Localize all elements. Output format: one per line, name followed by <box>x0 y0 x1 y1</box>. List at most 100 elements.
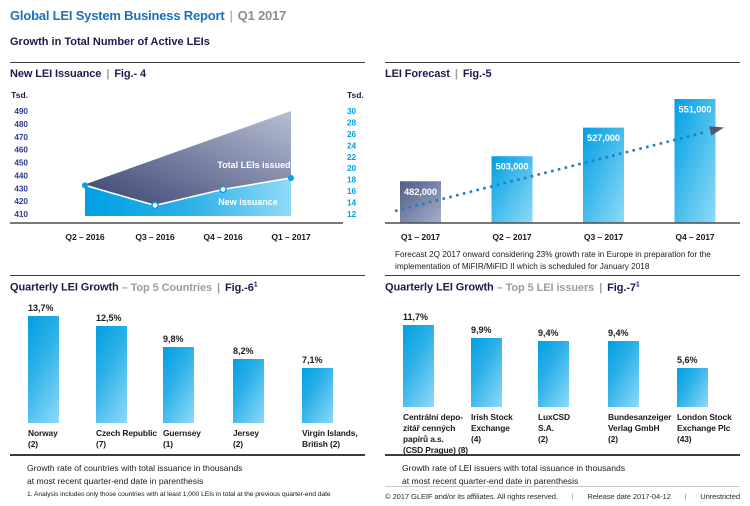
growth-bar: 13,7% <box>28 303 59 423</box>
y-tick-right: 22 <box>347 153 357 162</box>
bar-value-label: 551,000 <box>679 105 712 115</box>
growth-bar: 9,4% <box>538 328 569 407</box>
bar-category-label: Virgin Islands, British (2) <box>302 428 358 449</box>
report-title-row: Global LEI System Business Report | Q1 201… <box>10 8 286 23</box>
bar-category-label: Jersey (2) <box>233 428 259 449</box>
fig6-title-row: Quarterly LEI Growth – Top 5 Countries | Fi… <box>10 281 258 294</box>
y-tick-right: 28 <box>347 118 357 127</box>
bar-category-label: London Stock Exchange Plc (43) <box>677 412 732 444</box>
trend-arrowhead <box>709 126 724 136</box>
panel-growth-top5-countries: Quarterly LEI Growth – Top 5 Countries | Fi… <box>10 275 365 505</box>
bar-category-label: Guernsey (1) <box>163 428 201 449</box>
bar-percent-label: 12,5% <box>96 312 122 323</box>
growth-bar: 12,5% <box>96 313 127 423</box>
y-tick-left: 440 <box>14 171 28 180</box>
x-tick-label: Q4 – 2017 <box>675 232 715 242</box>
growth-bar: 9,4% <box>608 328 639 407</box>
bar-percent-label: 5,6% <box>677 354 698 365</box>
fig7-caption: Growth rate of LEI issuers with total is… <box>402 463 626 487</box>
page-footer: © 2017 GLEIF and/or its affiliates. All … <box>385 492 740 501</box>
forecast-bar <box>674 99 716 223</box>
data-point-marker <box>151 201 159 210</box>
footer-copyright: © 2017 GLEIF and/or its affiliates. All … <box>385 492 558 501</box>
divider-line <box>385 454 740 456</box>
y-tick-left: 460 <box>14 146 28 155</box>
fig7-subtitle: – Top 5 LEI issuers <box>496 281 595 294</box>
fig5-title: LEI Forecast <box>385 68 450 80</box>
x-tick-label: Q1 – 2017 <box>271 232 311 242</box>
forecast-bar <box>583 127 624 223</box>
y-tick-left: 420 <box>14 197 28 206</box>
data-point-marker <box>288 174 294 181</box>
bar-value-label: 527,000 <box>587 133 620 143</box>
fig6-category-labels: Norway (2) Czech Republic (7) Guernsey (1)… <box>10 428 365 468</box>
growth-bar: 8,2% <box>233 346 264 423</box>
fig5-fig-label: Fig.-5 <box>462 68 492 80</box>
data-point-marker <box>219 185 227 194</box>
new-issuance-line <box>84 177 292 207</box>
bar-percent-label: 9,4% <box>608 328 629 339</box>
fig4-title: New LEI Issuance <box>10 68 102 80</box>
fig4-area-chart: Tsd. Tsd. 490 480 470 460 450 440 430 420 410 30 28 2… <box>10 90 364 242</box>
fig5-title-separator: | <box>454 68 458 80</box>
panel-new-lei-issuance: New LEI Issuance | Fig.- 4 Tsd. Tsd. 490 480 4… <box>10 62 365 274</box>
fig6-fig-superscript: 1 <box>253 281 258 288</box>
bar-value-label: 503,000 <box>496 162 529 172</box>
growth-bar: 7,1% <box>302 355 333 423</box>
series-label-new-issuance: New issuance <box>218 197 278 207</box>
fig7-fig-label-text: Fig.-7 <box>607 281 636 294</box>
fig6-fig-label: Fig.-61 <box>225 281 258 294</box>
y-tick-left: 470 <box>14 133 28 142</box>
y-tick-left: 480 <box>14 120 28 129</box>
fig7-title-row: Quarterly LEI Growth – Top 5 LEI issuers |… <box>385 281 640 294</box>
y-tick-left: 410 <box>14 210 28 219</box>
bar-percent-label: 7,1% <box>302 354 323 365</box>
fig6-subtitle: – Top 5 Countries <box>121 281 213 294</box>
x-tick-label: Q2 – 2017 <box>492 232 532 242</box>
fig7-fig-superscript: 1 <box>635 281 640 288</box>
y-tick-right: 12 <box>347 210 357 219</box>
left-axis-unit: Tsd. <box>11 90 28 100</box>
x-tick-label: Q3 – 2016 <box>135 232 175 242</box>
report-title: Global LEI System Business Report <box>10 8 225 23</box>
y-tick-right: 16 <box>347 187 357 196</box>
y-tick-right: 18 <box>347 176 357 185</box>
fig7-title-separator: | <box>599 281 603 294</box>
bar-percent-label: 8,2% <box>233 346 254 356</box>
bar-percent-label: 13,7% <box>28 303 54 314</box>
forecast-bar <box>491 156 533 223</box>
fig7-title: Quarterly LEI Growth <box>385 281 494 294</box>
y-tick-right: 14 <box>347 199 357 208</box>
y-tick-right: 30 <box>347 107 357 116</box>
fig6-footnote: 1. Analysis includes only those countrie… <box>27 491 331 498</box>
bar-value-label: 482,000 <box>404 187 437 197</box>
report-period: Q1 2017 <box>237 8 287 23</box>
bar-percent-label: 9,8% <box>163 333 184 344</box>
y-tick-left: 430 <box>14 184 28 193</box>
bar-category-label: Norway (2) <box>28 428 58 449</box>
footer-classification: Unrestricted <box>700 492 740 501</box>
fig5-title-row: LEI Forecast | Fig.-5 <box>385 68 492 80</box>
x-tick-label: Q1 – 2017 <box>401 232 441 242</box>
fig4-title-separator: | <box>106 68 110 80</box>
fig6-title-separator: | <box>217 281 221 294</box>
bar-category-label: Centrální depo- zitář cenných papírů a.s… <box>403 412 468 455</box>
bar-category-label: Bundesanzeiger Verlag GmbH (2) <box>608 412 672 444</box>
fig6-bars-area: 13,7% 12,5% 9,8% 8,2% 7,1% <box>10 291 365 423</box>
x-tick-label: Q4 – 2016 <box>203 232 243 242</box>
bar-percent-label: 9,9% <box>471 324 492 335</box>
x-tick-label: Q3 – 2017 <box>584 232 624 242</box>
fig7-bars-area: 11,7% 9,9% 9,4% 9,4% 5,6% <box>385 291 740 407</box>
growth-bar: 5,6% <box>677 355 708 407</box>
divider-line <box>10 454 365 456</box>
fig5-forecast-note: Forecast 2Q 2017 onward considering 23% … <box>395 250 711 271</box>
fig6-caption: Growth rate of countries with total issu… <box>27 463 243 487</box>
bar-category-label: Czech Republic (7) <box>96 428 157 449</box>
fig6-fig-label-text: Fig.-6 <box>225 281 254 294</box>
fig4-title-row: New LEI Issuance | Fig.- 4 <box>10 68 146 80</box>
title-separator: | <box>229 8 233 23</box>
fig6-title: Quarterly LEI Growth <box>10 281 119 294</box>
data-point-marker <box>82 182 88 189</box>
y-tick-right: 26 <box>347 130 357 139</box>
